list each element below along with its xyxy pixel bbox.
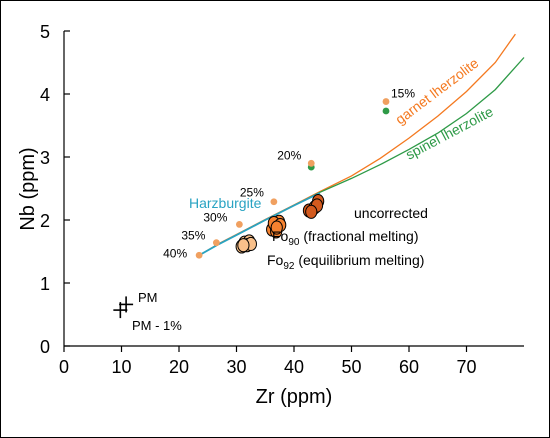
pm-label: PM [138,290,158,305]
fo92-suffix: (equilibrium melting) [294,252,424,268]
fo92-label: Fo92 (equilibrium melting) [267,252,424,272]
sample-point [237,238,250,253]
x-axis-label: Zr (ppm) [256,386,333,408]
x-tick-label: 0 [59,357,69,377]
harzburgite-label: Harzburgite [189,195,262,211]
melt-label: 25% [240,186,264,200]
melt-label: 15% [391,87,415,101]
y-tick-label: 1 [40,274,50,294]
y-tick-label: 0 [40,337,50,357]
sample-points [235,194,325,254]
spinel-marker [382,107,390,115]
melt-label: 30% [203,210,227,224]
melt-marker [307,159,315,167]
fo90-prefix: Fo [272,228,289,244]
melt-fraction-labels: 40% 35% 30% 25% 20% 15% [163,87,415,261]
y-tick-label: 3 [40,148,50,168]
pm-1pct-label: PM - 1% [132,318,182,333]
x-tick-label: 70 [456,357,476,377]
melt-fraction-markers [195,98,390,259]
y-tick-label: 4 [40,85,50,105]
fo90-label: Fo90 (fractional melting) [272,228,419,248]
melt-marker [212,239,220,247]
x-tick-label: 40 [284,357,304,377]
x-tick-label: 60 [399,357,419,377]
x-ticks: 0 10 20 30 40 50 60 70 [59,346,477,377]
primitive-mantle-markers [113,296,134,319]
sample-point [305,204,318,219]
fo92-prefix: Fo [267,252,284,268]
melt-marker [235,221,243,228]
melt-marker [195,251,203,259]
x-tick-label: 10 [111,357,131,377]
melt-label: 40% [163,246,187,260]
fo90-sub: 90 [288,237,300,248]
melt-label: 20% [277,148,301,162]
x-tick-label: 50 [341,357,361,377]
x-tick-label: 30 [226,357,246,377]
fo90-suffix: (fractional melting) [299,228,418,244]
melt-label: 35% [181,229,205,243]
y-tick-label: 5 [40,22,50,42]
x-tick-label: 20 [169,357,189,377]
y-ticks: 0 1 2 3 4 5 [40,22,70,357]
y-tick-label: 2 [40,211,50,231]
melt-marker [270,198,278,206]
fo92-sub: 92 [283,261,295,272]
uncorrected-label: uncorrected [354,205,428,221]
curve-spinel-lherzolite [198,57,525,256]
y-axis-label: Nb (ppm) [17,147,39,230]
melt-marker [382,98,390,105]
sample-point [270,220,283,235]
